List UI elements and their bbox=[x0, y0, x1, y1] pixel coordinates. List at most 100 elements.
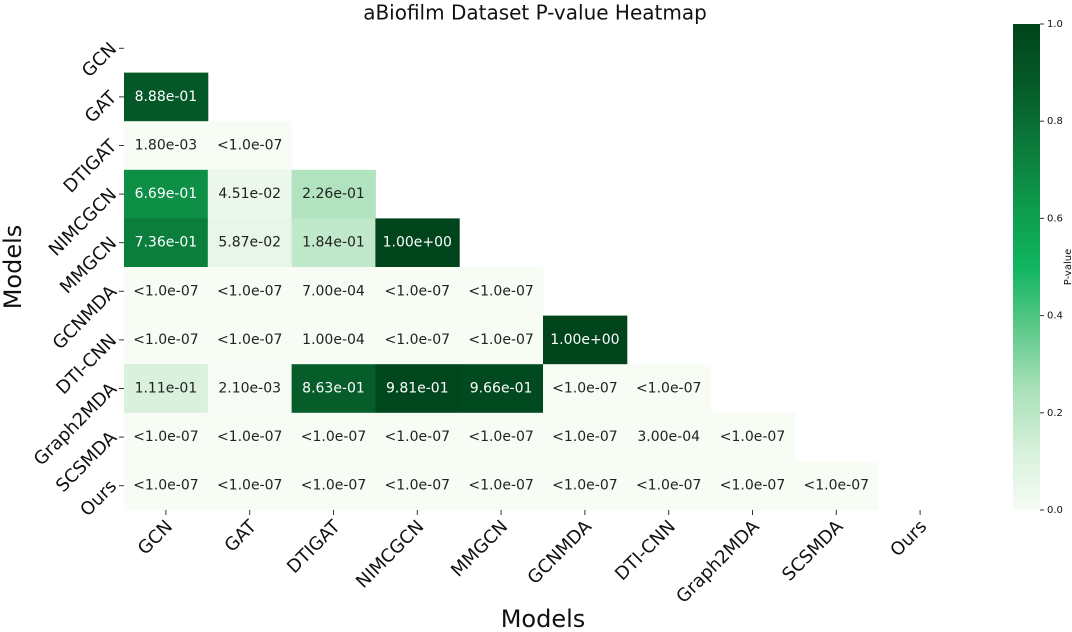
cell-label: 3.00e-04 bbox=[637, 429, 700, 445]
heatmap-cell bbox=[124, 315, 209, 365]
colorbar-tick-label: 0.6 bbox=[1047, 213, 1063, 224]
heatmap-cell bbox=[794, 461, 879, 511]
y-tick-label: DTIGAT bbox=[60, 135, 122, 197]
cell-label: 8.63e-01 bbox=[302, 381, 365, 397]
heatmap-cell bbox=[543, 412, 628, 462]
cell-label: <1.0e-07 bbox=[468, 332, 533, 348]
cell-label: 2.10e-03 bbox=[218, 381, 281, 397]
cell-label: <1.0e-07 bbox=[468, 283, 533, 299]
cell-label: 7.00e-04 bbox=[302, 283, 365, 299]
cell-label: <1.0e-07 bbox=[217, 429, 282, 445]
cell-label: <1.0e-07 bbox=[385, 478, 450, 494]
heatmap-cell bbox=[459, 315, 544, 365]
heatmap-cell bbox=[291, 218, 376, 268]
heatmap-cell bbox=[459, 461, 544, 511]
cell-label: <1.0e-07 bbox=[552, 381, 617, 397]
y-tick-label: Graph2MDA bbox=[30, 378, 122, 470]
cell-label: 6.69e-01 bbox=[135, 186, 198, 202]
heatmap-cell bbox=[459, 267, 544, 317]
heatmap-cell bbox=[124, 461, 209, 511]
colorbar-tick-label: 0.0 bbox=[1047, 505, 1063, 516]
x-tick-label: GCNMDA bbox=[524, 516, 597, 589]
heatmap-cell bbox=[626, 364, 712, 414]
cell-label: <1.0e-07 bbox=[301, 478, 366, 494]
cell-label: <1.0e-07 bbox=[468, 478, 533, 494]
cell-label: <1.0e-07 bbox=[217, 283, 282, 299]
cell-label: <1.0e-07 bbox=[552, 478, 617, 494]
cell-label: <1.0e-07 bbox=[385, 332, 450, 348]
cell-label: 2.26e-01 bbox=[302, 186, 365, 202]
cell-label: 7.36e-01 bbox=[135, 235, 198, 251]
cell-label: <1.0e-07 bbox=[720, 429, 785, 445]
colorbar-tick-label: 0.8 bbox=[1047, 116, 1063, 127]
cell-label: <1.0e-07 bbox=[636, 381, 701, 397]
colorbar-tick-label: 0.2 bbox=[1047, 408, 1063, 419]
x-tick-label: DTIGAT bbox=[283, 516, 345, 578]
heatmap-cell bbox=[207, 169, 293, 219]
x-tick-label: MMGCN bbox=[447, 516, 512, 581]
cell-label: <1.0e-07 bbox=[552, 429, 617, 445]
heatmap-cell bbox=[375, 412, 460, 462]
cell-label: 9.66e-01 bbox=[470, 381, 533, 397]
cell-label: 1.00e+00 bbox=[550, 332, 619, 348]
cell-label: <1.0e-07 bbox=[636, 478, 701, 494]
cell-label: 1.00e+00 bbox=[383, 235, 452, 251]
colorbar bbox=[1013, 24, 1040, 510]
heatmap-cell bbox=[207, 267, 293, 317]
heatmap-cell bbox=[207, 315, 293, 365]
cell-label: 4.51e-02 bbox=[218, 186, 281, 202]
y-axis-label: Models bbox=[0, 225, 27, 310]
heatmap-cell bbox=[459, 412, 544, 462]
x-tick-label: GAT bbox=[221, 516, 262, 557]
heatmap-cell bbox=[207, 461, 293, 511]
cell-label: 5.87e-02 bbox=[218, 235, 281, 251]
heatmap-cell bbox=[124, 72, 209, 122]
cell-label: <1.0e-07 bbox=[720, 478, 785, 494]
heatmap-cell bbox=[291, 267, 376, 317]
heatmap-cell bbox=[207, 412, 293, 462]
heatmap-cell bbox=[375, 461, 460, 511]
cell-label: <1.0e-07 bbox=[217, 478, 282, 494]
heatmap-cell bbox=[626, 461, 712, 511]
heatmap-cell bbox=[291, 461, 376, 511]
heatmap-cell bbox=[124, 364, 209, 414]
colorbar-tick-label: 0.4 bbox=[1047, 311, 1063, 322]
colorbar-label: P-value bbox=[1063, 249, 1072, 285]
cell-label: <1.0e-07 bbox=[385, 283, 450, 299]
cell-label: <1.0e-07 bbox=[133, 429, 198, 445]
heatmap-cell bbox=[375, 267, 460, 317]
heatmap-cell bbox=[291, 364, 376, 414]
cell-label: 1.00e-04 bbox=[302, 332, 365, 348]
x-tick-label: DTI-CNN bbox=[611, 516, 680, 585]
heatmap-cell bbox=[124, 121, 209, 171]
heatmap-cell bbox=[543, 315, 628, 365]
chart-title: aBiofilm Dataset P-value Heatmap bbox=[363, 1, 707, 25]
heatmap-cell bbox=[375, 364, 460, 414]
heatmap-cell bbox=[291, 169, 376, 219]
heatmap-cell bbox=[207, 121, 293, 171]
heatmap-cell bbox=[124, 169, 209, 219]
heatmap-cell bbox=[291, 412, 376, 462]
x-axis-label: Models bbox=[501, 605, 586, 632]
cell-label: <1.0e-07 bbox=[217, 138, 282, 154]
heatmap-cell bbox=[543, 461, 628, 511]
heatmap-cell bbox=[124, 412, 209, 462]
cell-label: <1.0e-07 bbox=[804, 478, 869, 494]
cell-label: 1.84e-01 bbox=[302, 235, 365, 251]
x-tick-label: GCN bbox=[134, 516, 177, 559]
heatmap-cell bbox=[626, 412, 712, 462]
heatmap-cell bbox=[375, 315, 460, 365]
x-tick-label: Ours bbox=[886, 516, 931, 561]
cell-label: 9.81e-01 bbox=[386, 381, 449, 397]
heatmap-cell bbox=[459, 364, 544, 414]
heatmap-cell bbox=[291, 315, 376, 365]
x-tick-label: Graph2MDA bbox=[672, 516, 764, 608]
heatmap-cell bbox=[124, 218, 209, 268]
heatmap-cell bbox=[124, 267, 209, 317]
colorbar-tick-label: 1.0 bbox=[1047, 19, 1063, 30]
x-tick-label: NIMCGCN bbox=[352, 516, 428, 592]
heatmap-cell bbox=[710, 412, 795, 462]
heatmap-cell bbox=[710, 461, 795, 511]
heatmap-cell bbox=[375, 218, 460, 268]
